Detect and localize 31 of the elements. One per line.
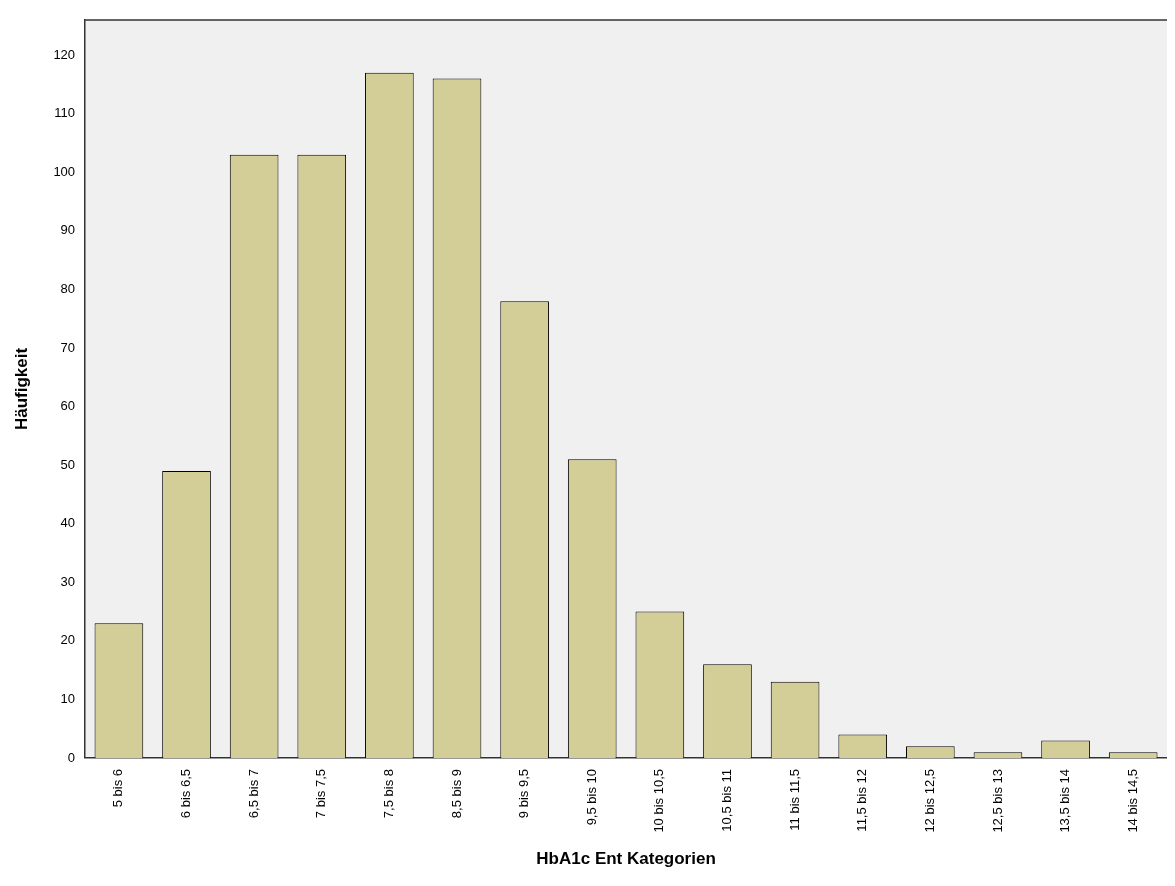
y-tick-label: 50	[60, 456, 76, 472]
y-tick-label: 100	[53, 163, 76, 179]
y-tick-label: 110	[54, 105, 76, 121]
x-tick-label: 5 bis 6	[110, 769, 126, 808]
x-tick-label: 9 bis 9,5	[516, 769, 532, 819]
x-tick-label: 10,5 bis 11	[719, 769, 735, 832]
x-tick-label: 12 bis 12,5	[921, 769, 937, 833]
x-tick-label: 12,5 bis 13	[989, 769, 1005, 833]
x-tick-label: 10 bis 10,5	[651, 769, 667, 833]
x-axis-title: HbA1c Ent Kategorien	[536, 849, 716, 869]
y-tick-label: 40	[60, 515, 76, 531]
x-tick-label: 13,5 bis 14	[1057, 769, 1073, 833]
y-tick-label: 20	[60, 632, 76, 648]
x-tick-label: 11,5 bis 12	[854, 769, 870, 832]
x-tick-label: 11 bis 11,5	[786, 769, 802, 831]
y-tick-label: 90	[60, 222, 76, 238]
x-tick-label: 14 bis 14,5	[1124, 769, 1140, 833]
x-tick-label: 6 bis 6,5	[178, 769, 194, 819]
y-tick-label: 10	[60, 691, 76, 706]
y-tick-label: 80	[60, 281, 76, 297]
y-tick-label: 120	[53, 46, 76, 62]
x-tick-label: 9,5 bis 10	[583, 769, 599, 826]
y-axis-title: Häufigkeit	[11, 347, 31, 431]
x-tick-label: 6,5 bis 7	[245, 769, 261, 819]
y-tick-label: 0	[67, 749, 76, 765]
y-tick-label: 70	[60, 339, 76, 355]
x-tick-label: 7,5 bis 8	[380, 769, 396, 819]
y-tick-label: 60	[60, 398, 76, 414]
x-tick-label: 7 bis 7,5	[313, 769, 329, 819]
y-tick-label: 30	[60, 573, 76, 589]
x-tick-label: 8,5 bis 9	[448, 769, 464, 819]
